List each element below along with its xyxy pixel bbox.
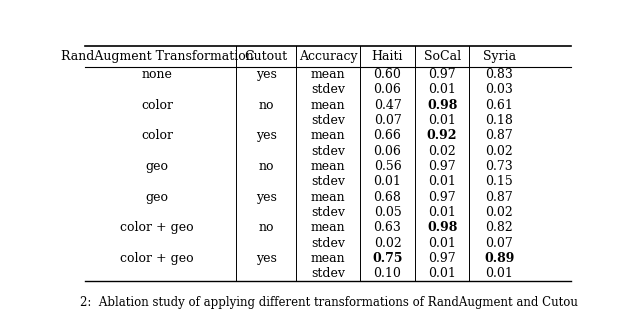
Text: 0.05: 0.05 [374,206,401,219]
Text: Accuracy: Accuracy [299,50,357,63]
Text: stdev: stdev [311,175,345,188]
Text: mean: mean [310,221,346,234]
Text: 0.98: 0.98 [427,221,457,234]
Text: 0.01: 0.01 [428,206,456,219]
Text: color + geo: color + geo [120,221,194,234]
Text: 0.68: 0.68 [374,191,401,204]
Text: 0.01: 0.01 [428,114,456,127]
Text: 0.75: 0.75 [372,252,403,265]
Text: 0.02: 0.02 [485,206,513,219]
Text: stdev: stdev [311,267,345,280]
Text: yes: yes [255,129,276,143]
Text: 0.97: 0.97 [428,160,456,173]
Text: mean: mean [310,129,346,143]
Text: 0.07: 0.07 [374,114,401,127]
Text: 0.87: 0.87 [485,191,513,204]
Text: 0.83: 0.83 [485,68,513,81]
Text: none: none [141,68,172,81]
Text: 0.07: 0.07 [485,237,513,250]
Text: 0.47: 0.47 [374,99,401,112]
Text: 0.60: 0.60 [374,68,401,81]
Text: color: color [141,99,173,112]
Text: 0.02: 0.02 [428,145,456,158]
Text: 0.01: 0.01 [428,267,456,280]
Text: 0.06: 0.06 [374,83,401,96]
Text: 0.02: 0.02 [485,145,513,158]
Text: 0.18: 0.18 [485,114,513,127]
Text: stdev: stdev [311,83,345,96]
Text: stdev: stdev [311,206,345,219]
Text: 0.56: 0.56 [374,160,401,173]
Text: 0.89: 0.89 [484,252,515,265]
Text: yes: yes [255,191,276,204]
Text: Cutout: Cutout [244,50,287,63]
Text: SoCal: SoCal [424,50,461,63]
Text: no: no [259,221,274,234]
Text: 0.61: 0.61 [485,99,513,112]
Text: 0.06: 0.06 [374,145,401,158]
Text: 0.73: 0.73 [485,160,513,173]
Text: 0.01: 0.01 [428,175,456,188]
Text: 0.98: 0.98 [427,99,457,112]
Text: 0.10: 0.10 [374,267,401,280]
Text: stdev: stdev [311,145,345,158]
Text: yes: yes [255,68,276,81]
Text: 0.01: 0.01 [485,267,513,280]
Text: 0.15: 0.15 [485,175,513,188]
Text: 2:  Ablation study of applying different transformations of RandAugment and Cuto: 2: Ablation study of applying different … [80,296,578,309]
Text: 0.97: 0.97 [428,191,456,204]
Text: mean: mean [310,160,346,173]
Text: 0.03: 0.03 [485,83,513,96]
Text: mean: mean [310,191,346,204]
Text: yes: yes [255,252,276,265]
Text: 0.87: 0.87 [485,129,513,143]
Text: Syria: Syria [483,50,516,63]
Text: 0.92: 0.92 [427,129,458,143]
Text: mean: mean [310,68,346,81]
Text: color + geo: color + geo [120,252,194,265]
Text: 0.01: 0.01 [374,175,401,188]
Text: 0.01: 0.01 [428,83,456,96]
Text: 0.63: 0.63 [374,221,401,234]
Text: stdev: stdev [311,114,345,127]
Text: 0.82: 0.82 [485,221,513,234]
Text: geo: geo [145,191,168,204]
Text: 0.97: 0.97 [428,68,456,81]
Text: mean: mean [310,252,346,265]
Text: no: no [259,160,274,173]
Text: 0.02: 0.02 [374,237,401,250]
Text: Haiti: Haiti [372,50,403,63]
Text: 0.01: 0.01 [428,237,456,250]
Text: color: color [141,129,173,143]
Text: 0.66: 0.66 [374,129,401,143]
Text: RandAugment Transformation: RandAugment Transformation [61,50,253,63]
Text: geo: geo [145,160,168,173]
Text: 0.97: 0.97 [428,252,456,265]
Text: mean: mean [310,99,346,112]
Text: no: no [259,99,274,112]
Text: stdev: stdev [311,237,345,250]
